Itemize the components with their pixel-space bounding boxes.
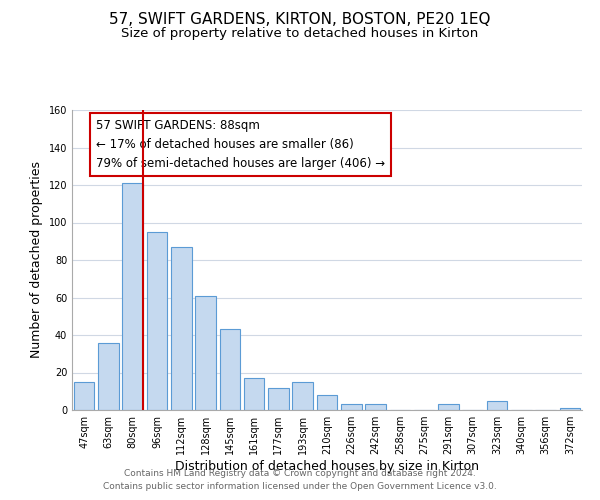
X-axis label: Distribution of detached houses by size in Kirton: Distribution of detached houses by size … <box>175 460 479 473</box>
Bar <box>365 404 386 410</box>
Bar <box>438 404 459 410</box>
Bar <box>171 247 191 410</box>
Bar <box>74 382 94 410</box>
Text: 57, SWIFT GARDENS, KIRTON, BOSTON, PE20 1EQ: 57, SWIFT GARDENS, KIRTON, BOSTON, PE20 … <box>109 12 491 28</box>
Bar <box>292 382 313 410</box>
Y-axis label: Number of detached properties: Number of detached properties <box>30 162 43 358</box>
Text: Contains public sector information licensed under the Open Government Licence v3: Contains public sector information licen… <box>103 482 497 491</box>
Bar <box>317 395 337 410</box>
Bar <box>220 330 240 410</box>
Bar <box>122 183 143 410</box>
Bar <box>244 378 265 410</box>
Bar <box>98 342 119 410</box>
Bar <box>146 232 167 410</box>
Text: Size of property relative to detached houses in Kirton: Size of property relative to detached ho… <box>121 28 479 40</box>
Text: Contains HM Land Registry data © Crown copyright and database right 2024.: Contains HM Land Registry data © Crown c… <box>124 468 476 477</box>
Bar <box>195 296 216 410</box>
Bar <box>487 400 508 410</box>
Bar <box>268 388 289 410</box>
Text: 57 SWIFT GARDENS: 88sqm
← 17% of detached houses are smaller (86)
79% of semi-de: 57 SWIFT GARDENS: 88sqm ← 17% of detache… <box>96 120 385 170</box>
Bar <box>341 404 362 410</box>
Bar <box>560 408 580 410</box>
